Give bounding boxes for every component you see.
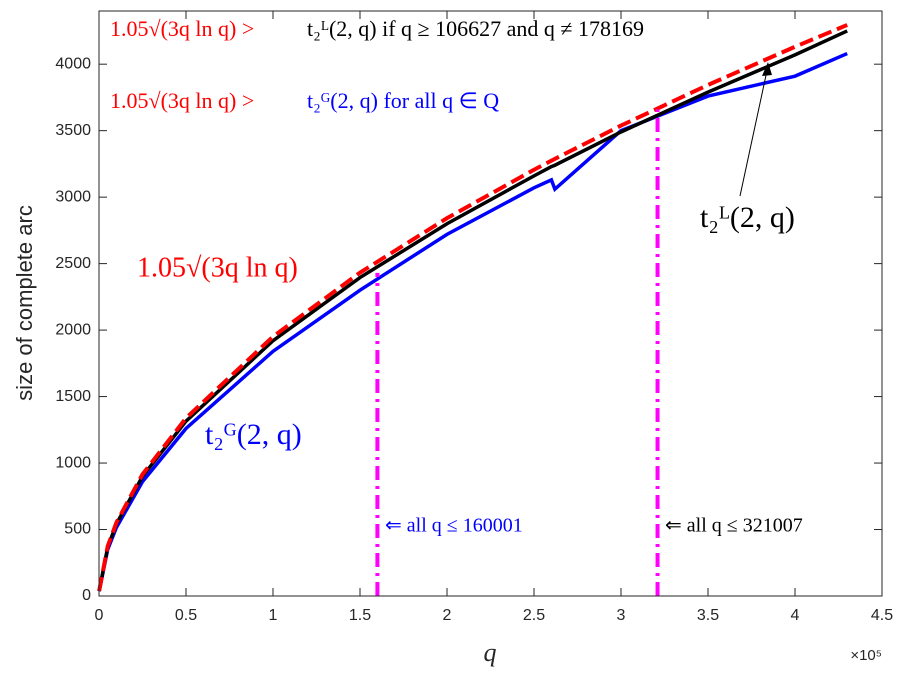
annotation: ⇐ all q ≤ 321007 [665, 515, 803, 537]
annotation: t₂ᴳ(2, q) [205, 418, 302, 451]
x-tick-label: 0.5 [175, 607, 197, 624]
y-tick-label: 2000 [55, 321, 91, 338]
data-line [97, 51, 848, 592]
y-tick-label: 3500 [55, 122, 91, 139]
annotation: 1.05√(3q ln q) [137, 252, 298, 283]
y-tick-label: 1000 [55, 454, 91, 471]
x-tick-label: 4.5 [871, 607, 893, 624]
x-tick-label: 1.5 [349, 607, 371, 624]
plot-area [99, 11, 882, 596]
x-tick-label: 4 [791, 607, 800, 624]
annotation: 1.05√(3q ln q) > [110, 88, 254, 113]
x-exponent: ×10⁵ [850, 647, 882, 664]
annotation: ⇐ all q ≤ 160001 [385, 515, 523, 537]
y-tick-label: 2500 [55, 255, 91, 272]
y-tick-label: 1500 [55, 388, 91, 405]
annotation: t₂ᴳ(2, q) for all q ∈ Q [307, 88, 499, 113]
x-tick-label: 2 [443, 607, 452, 624]
x-tick-label: 3 [617, 607, 626, 624]
axes-box [98, 10, 883, 597]
data-line [97, 23, 848, 592]
y-axis-label: size of complete arc [12, 205, 37, 401]
annotation: t₂ᴸ(2, q) [700, 201, 795, 234]
annotation: 1.05√(3q ln q) > [110, 16, 254, 41]
y-tick-label: 3000 [55, 188, 91, 205]
x-axis-label: q [484, 638, 497, 667]
x-tick-label: 1 [269, 607, 278, 624]
x-tick-label: 0 [95, 607, 104, 624]
annotation: t₂ᴸ(2, q) if q ≥ 106627 and q ≠ 178169 [307, 16, 644, 41]
annotation-arrow [739, 65, 769, 197]
arrow-head [762, 62, 772, 76]
x-tick-label: 3.5 [697, 607, 719, 624]
y-tick-label: 0 [82, 587, 91, 604]
y-tick-label: 4000 [55, 55, 91, 72]
y-tick-label: 500 [64, 521, 91, 538]
x-tick-label: 2.5 [523, 607, 545, 624]
